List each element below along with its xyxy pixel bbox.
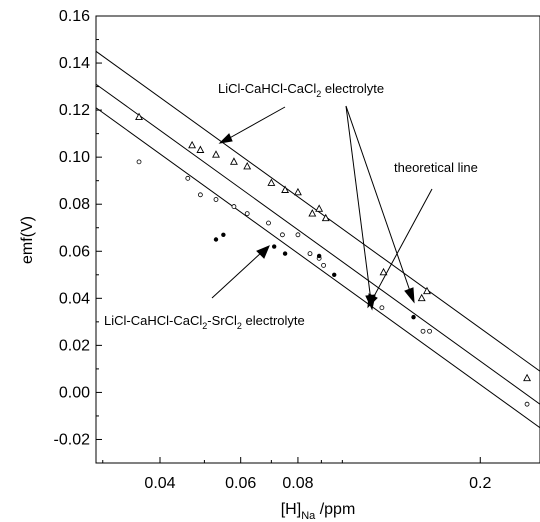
point-triangle — [308, 209, 317, 217]
x-axis-title: [H]Na /ppm — [281, 501, 356, 522]
point-open-circle — [295, 232, 301, 238]
theory-lines — [95, 50, 540, 429]
y-tick-label: 0.16 — [59, 8, 90, 25]
point-open-circle — [524, 401, 530, 407]
point-open-circle — [307, 251, 313, 257]
point-open-circle — [321, 262, 326, 268]
point-triangle — [293, 187, 302, 196]
arrowhead-3 — [404, 287, 415, 304]
point-open-circle — [185, 175, 191, 181]
x-axis-title-main: [H] — [281, 501, 301, 518]
theory-line — [95, 107, 540, 429]
x-tick-label: 0.2 — [469, 475, 491, 492]
y-tick-label: 0.08 — [59, 196, 90, 213]
point-open-circle — [197, 192, 203, 198]
point-triangle — [229, 157, 238, 165]
annotation-arrows — [211, 105, 433, 311]
point-triangle — [196, 145, 205, 153]
data-points — [135, 112, 532, 407]
arrow-line-4 — [371, 188, 433, 301]
x-tick-label: 0.04 — [144, 475, 175, 492]
arrow-line-2 — [345, 105, 372, 302]
x-axis-title-suffix: /ppm — [315, 501, 355, 518]
point-triangle — [379, 267, 388, 276]
point-filled-circle — [221, 232, 226, 237]
point-open-circle — [420, 328, 426, 334]
point-open-circle — [266, 220, 271, 226]
point-filled-circle — [213, 237, 219, 242]
x-axis: 0.04 0.06 0.08 0.2 — [102, 457, 491, 492]
annotation-licl-srcl2: LiCl-CaHCl-CaCl2-SrCl2 electrolyte — [104, 313, 305, 331]
plot-frame — [95, 15, 540, 464]
y-axis-title: emf(V) — [19, 216, 36, 264]
x-axis-title-subscript: Na — [301, 510, 316, 522]
point-triangle — [321, 213, 330, 222]
y-tick-label: 0.00 — [59, 384, 90, 401]
y-tick-label: 0.10 — [59, 149, 90, 166]
y-tick-label: 0.04 — [59, 290, 90, 307]
annotation-theoretical-line: theoretical line — [394, 160, 478, 175]
y-tick-label: 0.02 — [59, 337, 90, 354]
arrowhead-5 — [256, 245, 270, 259]
theory-line — [95, 83, 540, 405]
arrow-line-1 — [225, 106, 286, 141]
point-filled-circle — [282, 251, 288, 256]
annotation-licl-cacl2: LiCl-CaHCl-CaCl2 electrolyte — [218, 81, 384, 99]
point-open-circle — [280, 232, 285, 238]
point-filled-circle — [411, 314, 416, 320]
point-open-circle — [427, 328, 432, 334]
y-tick-label: 0.14 — [59, 55, 90, 72]
arrow-line-5 — [211, 251, 263, 299]
point-triangle — [188, 140, 197, 149]
point-triangle — [281, 185, 290, 193]
point-triangle — [212, 150, 220, 158]
point-filled-circle — [332, 272, 337, 277]
y-tick-label: -0.02 — [54, 431, 91, 448]
point-open-circle — [213, 197, 219, 202]
point-triangle — [135, 112, 143, 121]
y-tick-label: 0.12 — [59, 102, 90, 119]
arrowhead-4 — [367, 293, 378, 309]
point-triangle — [267, 178, 276, 186]
x-tick-label: 0.08 — [282, 475, 313, 492]
point-triangle — [243, 162, 252, 170]
point-triangle — [315, 204, 324, 212]
point-open-circle — [231, 204, 237, 209]
point-triangle — [523, 373, 532, 382]
y-axis: -0.02 0.00 0.02 0.04 0.06 0.08 0.10 0.12 0.14 0.1… — [54, 8, 102, 448]
x-tick-label: 0.06 — [225, 475, 256, 492]
point-open-circle — [244, 211, 250, 217]
point-filled-circle — [271, 244, 277, 249]
point-open-circle — [379, 305, 385, 311]
point-triangle — [423, 286, 431, 295]
arrowhead-1 — [218, 133, 233, 144]
point-filled-circle — [316, 253, 322, 259]
point-triangle — [417, 293, 426, 302]
arrow-line-3 — [345, 105, 412, 295]
y-tick-label: 0.06 — [59, 243, 90, 260]
point-open-circle — [136, 159, 142, 165]
